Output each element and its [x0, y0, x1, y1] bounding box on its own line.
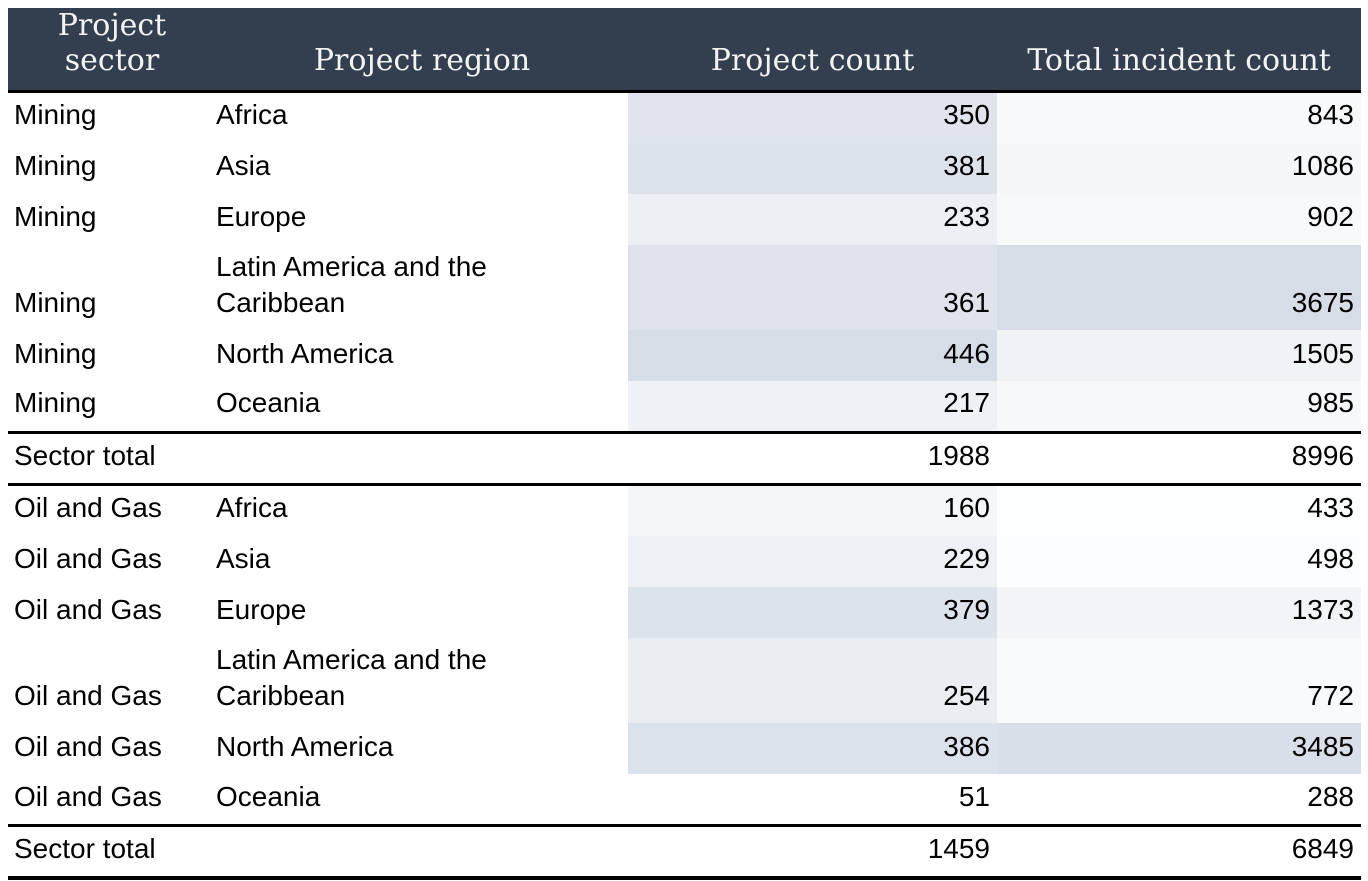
sector-cell: Mining	[14, 150, 97, 182]
project-count-cell: 361	[628, 244, 997, 331]
header-total-incident-count: Total incident count	[997, 8, 1361, 93]
table-row: Oil and Gas Africa 160 433	[8, 484, 1361, 536]
sector-cell: Oil and Gas	[14, 594, 162, 626]
incident-count-cell: 1505	[997, 330, 1361, 382]
table-row: Oil and Gas North America 386 3485	[8, 723, 1361, 775]
project-count-cell: 446	[628, 330, 997, 382]
project-count-cell: 350	[628, 91, 997, 143]
sector-total-row: Sector total 1459 6849	[8, 825, 1361, 879]
header-project-sector: Project sector	[8, 8, 216, 93]
sector-total-row: Sector total 1988 8996	[8, 432, 1361, 485]
region-cell: Latin America and the Caribbean	[216, 643, 487, 712]
sector-cell: Mining	[14, 387, 97, 419]
region-cell: Africa	[216, 99, 288, 131]
project-count-cell: 254	[628, 637, 997, 724]
header-row: Project sector Project region Project co…	[8, 8, 1361, 93]
sector-total-label: Sector total	[14, 439, 156, 471]
incident-count-cell: 1086	[997, 142, 1361, 194]
sector-cell: Mining	[14, 337, 97, 369]
region-cell: Europe	[216, 594, 307, 626]
table-section: Oil and Gas Africa 160 433 Oil and Gas Asia 22…	[8, 484, 1361, 879]
project-count-cell: 160	[628, 484, 997, 536]
table-row: Mining Oceania 217 985	[8, 381, 1361, 433]
table-row: Oil and Gas Oceania 51 288	[8, 774, 1361, 826]
sector-cell: Oil and Gas	[14, 680, 162, 712]
sector-total-project-count: 1988	[927, 439, 990, 471]
sector-cell: Oil and Gas	[14, 492, 162, 524]
incident-summary-table: Project sector Project region Project co…	[8, 8, 1361, 880]
sector-total-label: Sector total	[14, 832, 156, 864]
table-row: Mining Latin America and the Caribbean 361…	[8, 244, 1361, 331]
project-count-cell: 217	[628, 381, 997, 433]
table-row: Mining North America 446 1505	[8, 330, 1361, 382]
incident-count-cell: 902	[997, 193, 1361, 245]
project-count-cell: 229	[628, 535, 997, 587]
sector-cell: Oil and Gas	[14, 731, 162, 763]
table-row: Mining Africa 350 843	[8, 91, 1361, 143]
project-count-cell: 379	[628, 586, 997, 638]
sector-cell: Oil and Gas	[14, 780, 162, 812]
sector-cell: Oil and Gas	[14, 543, 162, 575]
region-cell: Oceania	[216, 387, 321, 419]
incident-count-cell: 433	[997, 484, 1361, 536]
region-cell: North America	[216, 731, 394, 763]
sector-total-project-count: 1459	[927, 832, 990, 864]
incident-count-cell: 843	[997, 91, 1361, 143]
sector-cell: Mining	[14, 286, 97, 318]
header-project-count: Project count	[628, 8, 997, 93]
data-table: Project sector Project region Project co…	[8, 8, 1361, 880]
incident-count-cell: 985	[997, 381, 1361, 433]
incident-count-cell: 3485	[997, 723, 1361, 775]
incident-count-cell: 3675	[997, 244, 1361, 331]
project-count-cell: 51	[628, 774, 997, 826]
region-cell: Asia	[216, 543, 271, 575]
project-count-cell: 233	[628, 193, 997, 245]
project-count-cell: 386	[628, 723, 997, 775]
table-row: Mining Asia 381 1086	[8, 142, 1361, 194]
region-cell: North America	[216, 337, 394, 369]
sector-total-incident-count: 6849	[1291, 832, 1354, 864]
sector-cell: Mining	[14, 99, 97, 131]
sector-total-incident-count: 8996	[1291, 439, 1354, 471]
region-cell: Europe	[216, 201, 307, 233]
header-project-region: Project region	[216, 8, 628, 93]
region-cell: Latin America and the Caribbean	[216, 250, 487, 318]
region-cell: Africa	[216, 492, 288, 524]
table-row: Oil and Gas Latin America and the Caribbe…	[8, 637, 1361, 724]
table-row: Mining Europe 233 902	[8, 193, 1361, 245]
incident-count-cell: 498	[997, 535, 1361, 587]
incident-count-cell: 1373	[997, 586, 1361, 638]
table-row: Oil and Gas Asia 229 498	[8, 535, 1361, 587]
table-section: Mining Africa 350 843 Mining Asia 381 1086 Minin…	[8, 91, 1361, 485]
region-cell: Oceania	[216, 780, 321, 812]
table-header: Project sector Project region Project co…	[8, 8, 1361, 93]
table-row: Oil and Gas Europe 379 1373	[8, 586, 1361, 638]
sector-cell: Mining	[14, 201, 97, 233]
region-cell: Asia	[216, 150, 271, 182]
incident-count-cell: 288	[997, 774, 1361, 826]
project-count-cell: 381	[628, 142, 997, 194]
incident-count-cell: 772	[997, 637, 1361, 724]
